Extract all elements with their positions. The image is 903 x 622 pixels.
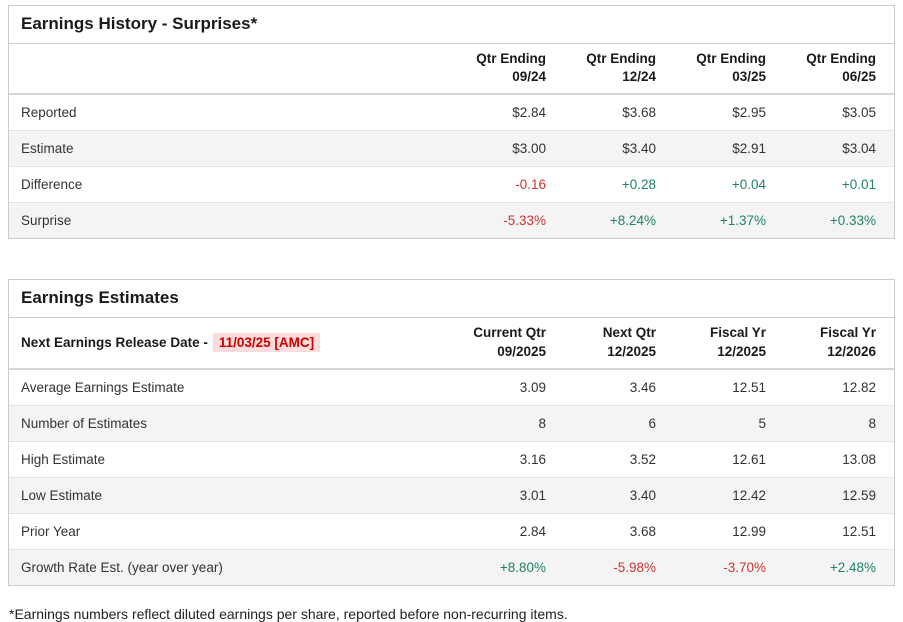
header-spacer bbox=[9, 44, 454, 96]
row-label: Surprise bbox=[9, 202, 454, 239]
cell-value: +8.80% bbox=[454, 548, 564, 585]
earnings-estimates-section: Earnings Estimates Next Earnings Release… bbox=[8, 279, 895, 586]
cell-value: $2.95 bbox=[732, 105, 766, 121]
cell-value: 3.40 bbox=[564, 476, 674, 514]
cell-value: $3.40 bbox=[564, 130, 674, 167]
row-label: Prior Year bbox=[9, 512, 454, 550]
cell-value: 3.52 bbox=[564, 440, 674, 478]
cell-value: $3.68 bbox=[622, 105, 656, 121]
cell-value: -5.33% bbox=[454, 202, 564, 239]
cell-value: $3.00 bbox=[454, 130, 564, 167]
cell-value: 13.08 bbox=[784, 440, 894, 478]
cell-value: 3.16 bbox=[454, 440, 564, 478]
cell-value: 6 bbox=[564, 404, 674, 442]
cell-value: +0.01 bbox=[784, 166, 894, 203]
earnings-history-title: Earnings History - Surprises* bbox=[9, 6, 894, 44]
cell-value: +2.48% bbox=[784, 548, 894, 585]
cell-value: +0.04 bbox=[674, 166, 784, 203]
earnings-history-table: Qtr Ending 09/24 Qtr Ending 12/24 Qtr En… bbox=[9, 44, 894, 239]
earnings-footnote: *Earnings numbers reflect diluted earnin… bbox=[9, 605, 568, 622]
column-header-next-qtr: Next Qtr 12/2025 bbox=[564, 318, 674, 370]
table-row-average-earnings-estimate: Average Earnings Estimate 3.09 3.46 12.5… bbox=[9, 369, 894, 406]
release-date-value: 11/03/25 [AMC] bbox=[212, 333, 321, 353]
column-header-qtr-0625: Qtr Ending 06/25 bbox=[784, 44, 894, 96]
cell-value: 12.59 bbox=[784, 476, 894, 514]
cell-value: $2.84 bbox=[512, 105, 546, 121]
estimates-header-row: Next Earnings Release Date -11/03/25 [AM… bbox=[9, 318, 894, 370]
cell-value: -3.70% bbox=[674, 548, 784, 585]
table-row-low-estimate: Low Estimate 3.01 3.40 12.42 12.59 bbox=[9, 476, 894, 514]
row-label: Growth Rate Est. (year over year) bbox=[9, 548, 454, 585]
table-row-reported: Reported $2.84 $3.68 $2.95 $3.05 bbox=[9, 94, 894, 131]
cell-value: 12.51 bbox=[732, 379, 766, 395]
cell-value: 12.51 bbox=[784, 512, 894, 550]
cell-value: -0.16 bbox=[454, 166, 564, 203]
table-row-estimate: Estimate $3.00 $3.40 $2.91 $3.04 bbox=[9, 130, 894, 167]
cell-value: $3.04 bbox=[784, 130, 894, 167]
cell-value: 12.42 bbox=[674, 476, 784, 514]
table-row-number-of-estimates: Number of Estimates 8 6 5 8 bbox=[9, 404, 894, 442]
row-label: Estimate bbox=[9, 130, 454, 167]
cell-value: $2.91 bbox=[674, 130, 784, 167]
table-row-difference: Difference -0.16 +0.28 +0.04 +0.01 bbox=[9, 166, 894, 203]
table-row-growth-rate-est: Growth Rate Est. (year over year) +8.80%… bbox=[9, 548, 894, 585]
row-label: Reported bbox=[21, 105, 77, 121]
row-label: Low Estimate bbox=[9, 476, 454, 514]
earnings-estimates-title: Earnings Estimates bbox=[9, 280, 894, 319]
column-header-qtr-1224: Qtr Ending 12/24 bbox=[564, 44, 674, 96]
cell-value: 12.61 bbox=[674, 440, 784, 478]
row-label: Number of Estimates bbox=[9, 404, 454, 442]
cell-value: -5.98% bbox=[564, 548, 674, 585]
table-row-surprise: Surprise -5.33% +8.24% +1.37% +0.33% bbox=[9, 202, 894, 239]
table-row-high-estimate: High Estimate 3.16 3.52 12.61 13.08 bbox=[9, 440, 894, 478]
history-header-row: Qtr Ending 09/24 Qtr Ending 12/24 Qtr En… bbox=[9, 44, 894, 96]
cell-value: 3.01 bbox=[454, 476, 564, 514]
cell-value: 5 bbox=[674, 404, 784, 442]
cell-value: +0.28 bbox=[564, 166, 674, 203]
column-header-fiscal-yr-2025: Fiscal Yr 12/2025 bbox=[674, 318, 784, 370]
cell-value: 12.82 bbox=[842, 379, 876, 395]
column-header-qtr-0325: Qtr Ending 03/25 bbox=[674, 44, 784, 96]
row-label: Difference bbox=[9, 166, 454, 203]
next-earnings-release: Next Earnings Release Date -11/03/25 [AM… bbox=[9, 318, 454, 370]
column-header-fiscal-yr-2026: Fiscal Yr 12/2026 bbox=[784, 318, 894, 370]
column-header-current-qtr: Current Qtr 09/2025 bbox=[454, 318, 564, 370]
earnings-estimates-table: Next Earnings Release Date -11/03/25 [AM… bbox=[9, 318, 894, 585]
row-label: Average Earnings Estimate bbox=[21, 379, 185, 395]
cell-value: 3.09 bbox=[519, 379, 546, 395]
cell-value: $3.05 bbox=[842, 105, 876, 121]
earnings-history-section: Earnings History - Surprises* Qtr Ending… bbox=[8, 5, 895, 240]
cell-value: 2.84 bbox=[454, 512, 564, 550]
cell-value: +0.33% bbox=[784, 202, 894, 239]
release-date-label: Next Earnings Release Date - bbox=[21, 335, 208, 351]
cell-value: 3.46 bbox=[629, 379, 656, 395]
row-label: High Estimate bbox=[9, 440, 454, 478]
cell-value: 3.68 bbox=[564, 512, 674, 550]
cell-value: 8 bbox=[784, 404, 894, 442]
cell-value: +1.37% bbox=[674, 202, 784, 239]
table-row-prior-year: Prior Year 2.84 3.68 12.99 12.51 bbox=[9, 512, 894, 550]
cell-value: 8 bbox=[454, 404, 564, 442]
cell-value: +8.24% bbox=[564, 202, 674, 239]
cell-value: 12.99 bbox=[674, 512, 784, 550]
column-header-qtr-0924: Qtr Ending 09/24 bbox=[454, 44, 564, 96]
